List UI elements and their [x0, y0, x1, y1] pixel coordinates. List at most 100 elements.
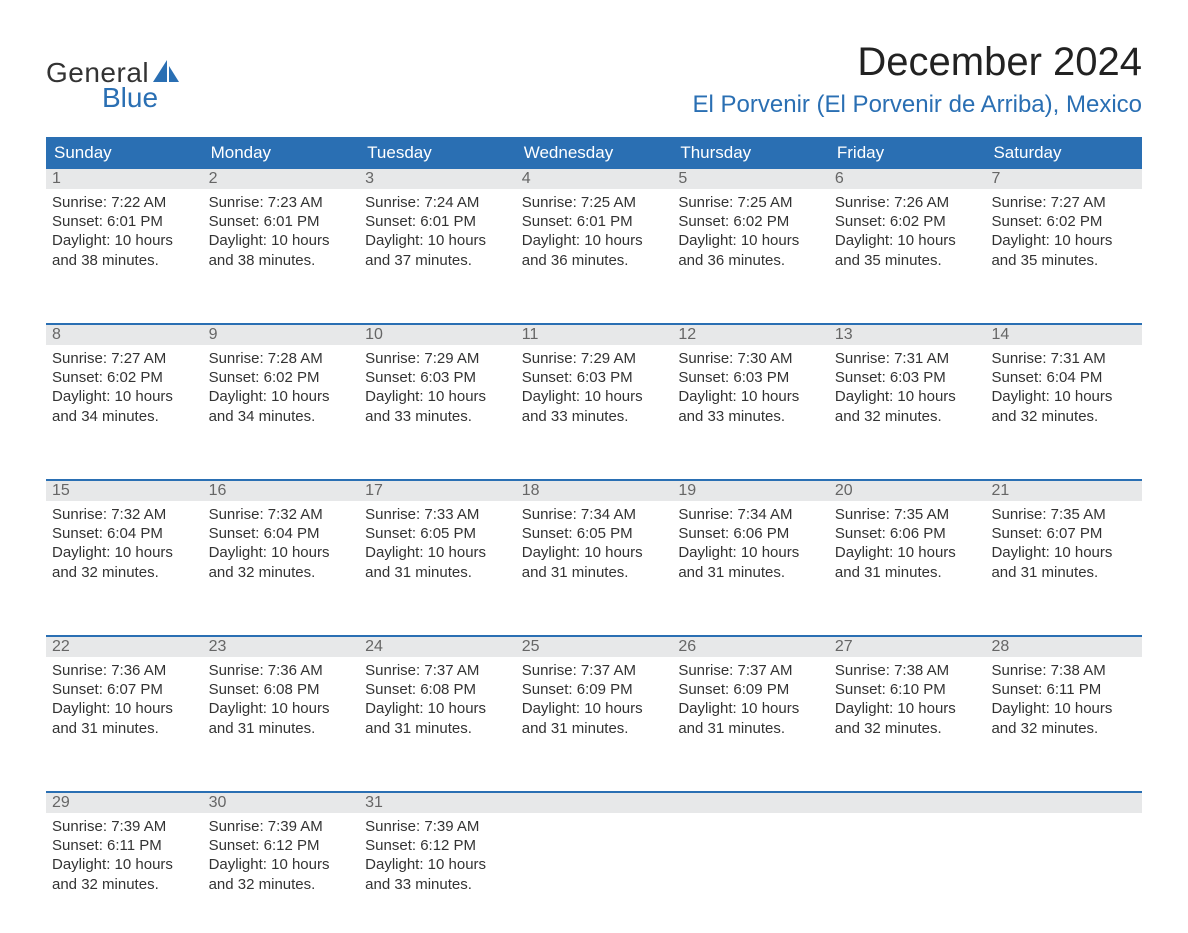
- day-details: Sunrise: 7:25 AMSunset: 6:02 PMDaylight:…: [672, 189, 829, 270]
- day-details: Sunrise: 7:32 AMSunset: 6:04 PMDaylight:…: [46, 501, 203, 582]
- calendar-cell: Sunrise: 7:39 AMSunset: 6:11 PMDaylight:…: [46, 813, 203, 933]
- calendar-cell: Sunrise: 7:27 AMSunset: 6:02 PMDaylight:…: [46, 345, 203, 465]
- day-number: 14: [985, 325, 1142, 345]
- day-number: 24: [359, 637, 516, 657]
- day-details: Sunrise: 7:31 AMSunset: 6:04 PMDaylight:…: [985, 345, 1142, 426]
- calendar-cell: Sunrise: 7:28 AMSunset: 6:02 PMDaylight:…: [203, 345, 360, 465]
- day-details: Sunrise: 7:26 AMSunset: 6:02 PMDaylight:…: [829, 189, 986, 270]
- calendar-cell: Sunrise: 7:32 AMSunset: 6:04 PMDaylight:…: [46, 501, 203, 621]
- weekday-header-row: SundayMondayTuesdayWednesdayThursdayFrid…: [46, 137, 1142, 169]
- day-number: 17: [359, 481, 516, 501]
- calendar-cell: Sunrise: 7:30 AMSunset: 6:03 PMDaylight:…: [672, 345, 829, 465]
- day-details: Sunrise: 7:29 AMSunset: 6:03 PMDaylight:…: [516, 345, 673, 426]
- calendar-cell: Sunrise: 7:39 AMSunset: 6:12 PMDaylight:…: [203, 813, 360, 933]
- calendar-cell: Sunrise: 7:35 AMSunset: 6:07 PMDaylight:…: [985, 501, 1142, 621]
- day-details: Sunrise: 7:24 AMSunset: 6:01 PMDaylight:…: [359, 189, 516, 270]
- calendar-cell: Sunrise: 7:34 AMSunset: 6:05 PMDaylight:…: [516, 501, 673, 621]
- calendar-cell: Sunrise: 7:36 AMSunset: 6:08 PMDaylight:…: [203, 657, 360, 777]
- calendar-cell: Sunrise: 7:35 AMSunset: 6:06 PMDaylight:…: [829, 501, 986, 621]
- day-details: Sunrise: 7:37 AMSunset: 6:09 PMDaylight:…: [516, 657, 673, 738]
- day-details: Sunrise: 7:23 AMSunset: 6:01 PMDaylight:…: [203, 189, 360, 270]
- page-title: December 2024: [693, 40, 1142, 85]
- day-number: 27: [829, 637, 986, 657]
- weekday-header: Monday: [203, 137, 360, 169]
- day-number: 29: [46, 793, 203, 813]
- weekday-header: Tuesday: [359, 137, 516, 169]
- calendar-cell: Sunrise: 7:29 AMSunset: 6:03 PMDaylight:…: [359, 345, 516, 465]
- day-number: 12: [672, 325, 829, 345]
- day-details: Sunrise: 7:38 AMSunset: 6:11 PMDaylight:…: [985, 657, 1142, 738]
- day-details: Sunrise: 7:38 AMSunset: 6:10 PMDaylight:…: [829, 657, 986, 738]
- calendar-cell: [516, 813, 673, 933]
- calendar-cell: Sunrise: 7:33 AMSunset: 6:05 PMDaylight:…: [359, 501, 516, 621]
- day-number: 7: [985, 169, 1142, 189]
- day-number: 1: [46, 169, 203, 189]
- day-number: 18: [516, 481, 673, 501]
- day-number: 30: [203, 793, 360, 813]
- calendar: SundayMondayTuesdayWednesdayThursdayFrid…: [46, 137, 1142, 933]
- calendar-cell: Sunrise: 7:36 AMSunset: 6:07 PMDaylight:…: [46, 657, 203, 777]
- day-number: 28: [985, 637, 1142, 657]
- calendar-cell: Sunrise: 7:31 AMSunset: 6:03 PMDaylight:…: [829, 345, 986, 465]
- daynum-row: 1234567: [46, 169, 1142, 189]
- calendar-week: 293031 Sunrise: 7:39 AMSunset: 6:11 PMDa…: [46, 791, 1142, 933]
- day-number: [985, 793, 1142, 813]
- day-number: 23: [203, 637, 360, 657]
- day-number: 20: [829, 481, 986, 501]
- day-number: 3: [359, 169, 516, 189]
- calendar-cell: Sunrise: 7:37 AMSunset: 6:09 PMDaylight:…: [672, 657, 829, 777]
- day-number: 22: [46, 637, 203, 657]
- title-block: December 2024 El Porvenir (El Porvenir d…: [693, 40, 1142, 119]
- day-details: Sunrise: 7:31 AMSunset: 6:03 PMDaylight:…: [829, 345, 986, 426]
- calendar-cell: [829, 813, 986, 933]
- calendar-cell: [672, 813, 829, 933]
- day-number: 25: [516, 637, 673, 657]
- daynum-row: 22232425262728: [46, 637, 1142, 657]
- day-number: 6: [829, 169, 986, 189]
- day-number: [516, 793, 673, 813]
- calendar-cell: Sunrise: 7:38 AMSunset: 6:10 PMDaylight:…: [829, 657, 986, 777]
- calendar-week: 891011121314Sunrise: 7:27 AMSunset: 6:02…: [46, 323, 1142, 465]
- day-number: 4: [516, 169, 673, 189]
- day-details: Sunrise: 7:36 AMSunset: 6:08 PMDaylight:…: [203, 657, 360, 738]
- calendar-cell: Sunrise: 7:31 AMSunset: 6:04 PMDaylight:…: [985, 345, 1142, 465]
- day-number: 10: [359, 325, 516, 345]
- weekday-header: Thursday: [672, 137, 829, 169]
- calendar-cell: Sunrise: 7:29 AMSunset: 6:03 PMDaylight:…: [516, 345, 673, 465]
- day-number: 11: [516, 325, 673, 345]
- day-number: 2: [203, 169, 360, 189]
- day-number: 21: [985, 481, 1142, 501]
- calendar-cell: [985, 813, 1142, 933]
- day-number: 8: [46, 325, 203, 345]
- calendar-cell: Sunrise: 7:23 AMSunset: 6:01 PMDaylight:…: [203, 189, 360, 309]
- weekday-header: Saturday: [985, 137, 1142, 169]
- day-details: Sunrise: 7:29 AMSunset: 6:03 PMDaylight:…: [359, 345, 516, 426]
- logo-text-blue: Blue: [46, 83, 179, 112]
- day-number: 19: [672, 481, 829, 501]
- calendar-cell: Sunrise: 7:25 AMSunset: 6:01 PMDaylight:…: [516, 189, 673, 309]
- calendar-cell: Sunrise: 7:22 AMSunset: 6:01 PMDaylight:…: [46, 189, 203, 309]
- calendar-cell: Sunrise: 7:26 AMSunset: 6:02 PMDaylight:…: [829, 189, 986, 309]
- calendar-week: 22232425262728Sunrise: 7:36 AMSunset: 6:…: [46, 635, 1142, 777]
- calendar-cell: Sunrise: 7:34 AMSunset: 6:06 PMDaylight:…: [672, 501, 829, 621]
- weekday-header: Friday: [829, 137, 986, 169]
- daynum-row: 15161718192021: [46, 481, 1142, 501]
- day-details: Sunrise: 7:36 AMSunset: 6:07 PMDaylight:…: [46, 657, 203, 738]
- calendar-cell: Sunrise: 7:25 AMSunset: 6:02 PMDaylight:…: [672, 189, 829, 309]
- day-details: Sunrise: 7:39 AMSunset: 6:12 PMDaylight:…: [203, 813, 360, 894]
- day-details: Sunrise: 7:30 AMSunset: 6:03 PMDaylight:…: [672, 345, 829, 426]
- day-number: 9: [203, 325, 360, 345]
- day-number: 15: [46, 481, 203, 501]
- calendar-week: 1234567Sunrise: 7:22 AMSunset: 6:01 PMDa…: [46, 169, 1142, 309]
- daynum-row: 293031: [46, 793, 1142, 813]
- calendar-cell: Sunrise: 7:38 AMSunset: 6:11 PMDaylight:…: [985, 657, 1142, 777]
- day-number: 13: [829, 325, 986, 345]
- day-details: Sunrise: 7:25 AMSunset: 6:01 PMDaylight:…: [516, 189, 673, 270]
- daynum-row: 891011121314: [46, 325, 1142, 345]
- calendar-cell: Sunrise: 7:24 AMSunset: 6:01 PMDaylight:…: [359, 189, 516, 309]
- day-details: Sunrise: 7:33 AMSunset: 6:05 PMDaylight:…: [359, 501, 516, 582]
- day-details: Sunrise: 7:22 AMSunset: 6:01 PMDaylight:…: [46, 189, 203, 270]
- location-subtitle: El Porvenir (El Porvenir de Arriba), Mex…: [693, 91, 1142, 119]
- weekday-header: Sunday: [46, 137, 203, 169]
- day-number: [672, 793, 829, 813]
